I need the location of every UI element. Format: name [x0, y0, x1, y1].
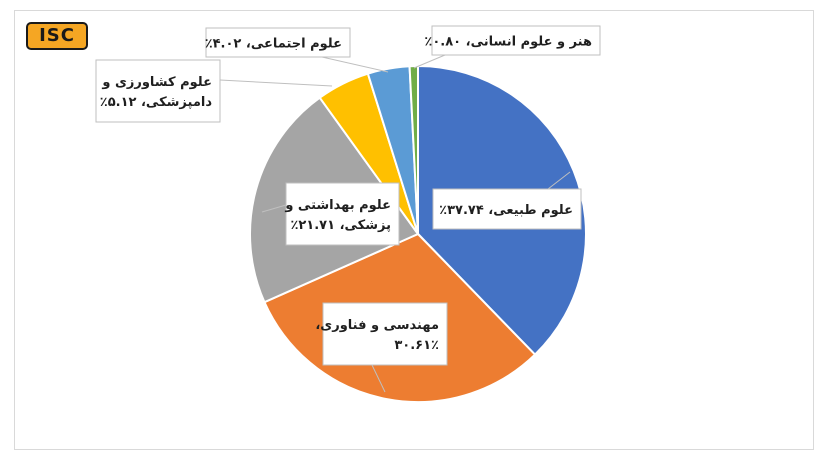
slice-callout: علوم طبیعی، ۳۷.۷۴٪: [432, 171, 582, 230]
slice-data-label: علوم کشاورزی و: [101, 75, 212, 90]
slice-data-label: هنر و علوم انسانی، ۰.۸۰٪: [424, 35, 592, 50]
slice-callout: علوم کشاورزی و دامپزشکی، ۵.۱۲٪: [95, 59, 333, 123]
slice-data-label: علوم اجتماعی، ۴.۰۲٪: [205, 37, 342, 52]
callout-leader-line: [321, 56, 389, 73]
logo-text: ISC: [39, 25, 75, 46]
slice-data-label: علوم طبیعی، ۳۷.۷۴٪: [439, 203, 573, 218]
isc-logo: ISC: [26, 22, 88, 50]
callout-box: [322, 302, 448, 366]
callout-leader-line: [413, 54, 446, 69]
callout-box: [285, 182, 400, 246]
slice-data-label: علوم بهداشتی و: [284, 198, 391, 213]
callout-leader-line: [371, 364, 386, 393]
slice-data-label: دامپزشکی، ۵.۱۲٪: [100, 95, 213, 110]
slice-data-label: ۳۰.۶۱٪: [394, 338, 439, 353]
pie-callouts: علوم طبیعی، ۳۷.۷۴٪ مهندسی و فناوری، ۳۰.۶۱٪…: [95, 25, 601, 393]
callout-box: [95, 59, 221, 123]
callout-leader-line: [547, 171, 571, 190]
slice-data-label: مهندسی و فناوری،: [315, 318, 439, 333]
callout-leader-line: [219, 79, 333, 87]
callout-box: [431, 25, 601, 56]
callout-box: [205, 27, 351, 58]
slice-callout: علوم اجتماعی، ۴.۰۲٪: [205, 27, 389, 73]
slice-callout: مهندسی و فناوری، ۳۰.۶۱٪: [315, 302, 448, 393]
slice-callout: علوم بهداشتی و پزشکی، ۲۱.۷۱٪: [261, 182, 400, 246]
slice-data-label: پزشکی، ۲۱.۷۱٪: [290, 218, 391, 233]
slice-callout: هنر و علوم انسانی، ۰.۸۰٪: [413, 25, 601, 69]
callout-leader-line: [261, 204, 287, 213]
callout-box: [432, 188, 582, 230]
